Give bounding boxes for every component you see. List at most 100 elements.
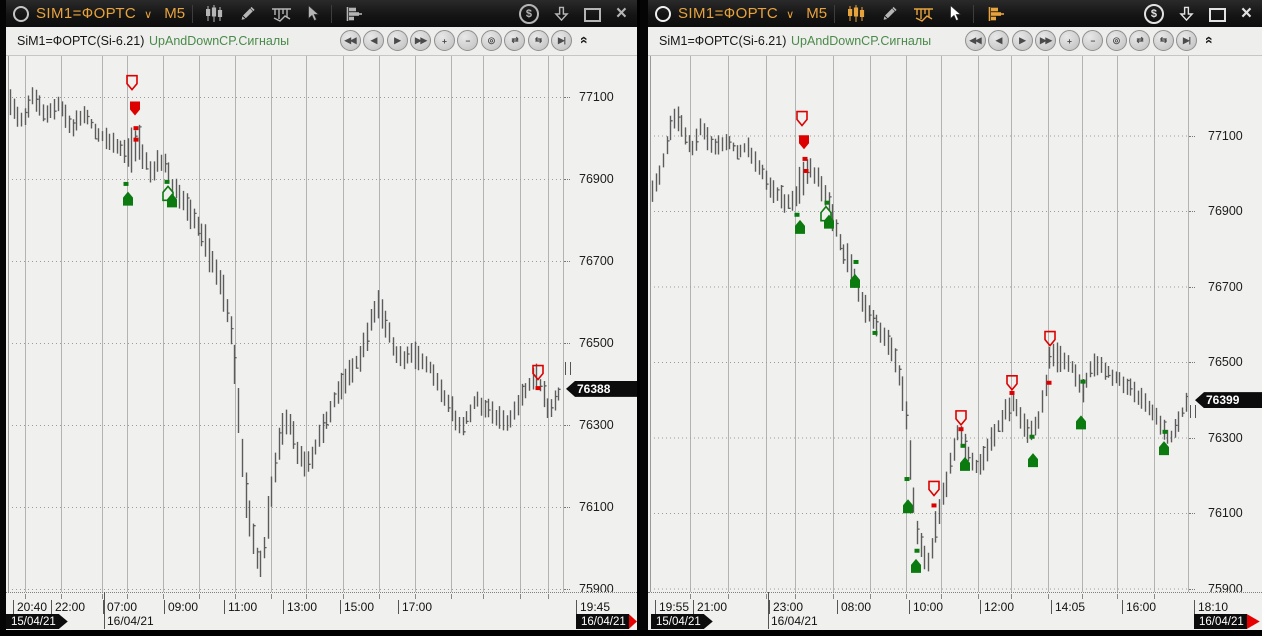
time-tick-mark bbox=[451, 594, 452, 599]
volume-profile-icon[interactable] bbox=[267, 4, 296, 24]
time-tick-mark bbox=[870, 594, 871, 599]
date-range-end-badge: 16/04/21 bbox=[1194, 614, 1262, 629]
time-tick-mark bbox=[548, 594, 549, 599]
instrument-title[interactable]: SIM1=ФОРТС bbox=[36, 5, 137, 22]
time-tick-label: 07:00 bbox=[103, 600, 137, 614]
price-tick-label: 76900 bbox=[579, 172, 614, 186]
time-tick-label: 08:00 bbox=[837, 600, 871, 614]
close-button[interactable]: × bbox=[615, 2, 627, 24]
scroll-left-button[interactable]: ◀ bbox=[363, 30, 384, 51]
price-axis[interactable]: 77100 76900 76700 76500 76300 76100 75900 76388 bbox=[563, 56, 637, 596]
time-tick-mark bbox=[1011, 594, 1012, 599]
zoom-select-button[interactable]: ◎ bbox=[1105, 30, 1127, 51]
cursor-icon[interactable] bbox=[945, 4, 966, 24]
minimize-button[interactable] bbox=[580, 4, 605, 24]
time-tick-mark bbox=[520, 594, 521, 599]
time-axis[interactable]: 20:40 22:00 07:00 09:00 11:00 13:00 15:00 17:00… bbox=[6, 592, 637, 630]
title-bar[interactable]: SIM1=ФОРТС ∨ M5 bbox=[648, 0, 1262, 27]
chart-window-left: SIM1=ФОРТС ∨ M5 bbox=[0, 0, 637, 630]
go-to-end-button[interactable]: ▶| bbox=[551, 30, 572, 51]
price-tick-mark bbox=[1189, 286, 1195, 288]
strategy-label: UpAndDownCP.Сигналы bbox=[791, 34, 932, 48]
price-tick-label: 76300 bbox=[1208, 430, 1243, 445]
zoom-out-button[interactable]: − bbox=[457, 30, 478, 51]
date-label: 16/04/21 bbox=[107, 614, 154, 628]
zoom-select-button[interactable]: ◎ bbox=[480, 30, 502, 51]
scroll-far-left-button[interactable]: ◀◀ bbox=[964, 30, 986, 51]
depth-of-market-icon[interactable] bbox=[981, 4, 1009, 24]
time-tick-label: 21:00 bbox=[693, 600, 727, 614]
price-chart-canvas[interactable] bbox=[8, 56, 563, 592]
instrument-title[interactable]: SIM1=ФОРТС bbox=[678, 5, 779, 22]
download-arrow-icon[interactable] bbox=[550, 4, 573, 24]
pencil-icon[interactable] bbox=[235, 4, 260, 24]
money-icon[interactable]: $ bbox=[515, 3, 543, 24]
price-tick-label: 76100 bbox=[579, 500, 614, 514]
time-tick-mark bbox=[1154, 594, 1155, 599]
time-tick-label: 19:45 bbox=[576, 600, 610, 614]
date-boundary-tick bbox=[768, 592, 769, 629]
timeframe-label[interactable]: M5 bbox=[164, 5, 186, 22]
price-tick-label: 76500 bbox=[1208, 355, 1243, 369]
compress-candles-button[interactable]: ⇆ bbox=[1152, 30, 1174, 51]
forward-arrow-icon[interactable] bbox=[628, 614, 637, 629]
compress-candles-button[interactable]: ⇆ bbox=[527, 30, 549, 51]
time-tick-label: 18:10 bbox=[1194, 600, 1228, 614]
money-icon[interactable]: $ bbox=[1140, 3, 1168, 24]
depth-of-market-icon[interactable] bbox=[339, 4, 367, 24]
pencil-icon[interactable] bbox=[877, 4, 902, 24]
collapse-panel-button[interactable]: « bbox=[1202, 36, 1219, 44]
zoom-in-button[interactable]: + bbox=[1058, 30, 1080, 51]
scroll-far-left-button[interactable]: ◀◀ bbox=[339, 30, 361, 51]
price-tick-label: 76700 bbox=[1208, 279, 1243, 294]
title-bar[interactable]: SIM1=ФОРТС ∨ M5 bbox=[6, 0, 637, 27]
candlestick-chart-icon[interactable] bbox=[842, 4, 870, 24]
time-tick-mark bbox=[306, 594, 307, 599]
price-axis[interactable]: 77100 76900 76700 76500 76300 76100 75900 76399 bbox=[1188, 56, 1262, 596]
time-tick-mark bbox=[379, 594, 380, 599]
scroll-right-button[interactable]: ▶ bbox=[1011, 30, 1033, 51]
price-tick-label: 77100 bbox=[579, 90, 614, 104]
scroll-right-button[interactable]: ▶ bbox=[386, 30, 408, 51]
candlestick-chart-icon[interactable] bbox=[200, 4, 228, 24]
date-label: 16/04/21 bbox=[771, 614, 818, 628]
time-tick-label: 10:00 bbox=[909, 600, 943, 614]
price-tick-mark bbox=[1189, 362, 1195, 363]
time-tick-mark bbox=[271, 594, 272, 599]
download-arrow-icon[interactable] bbox=[1175, 4, 1198, 24]
chevron-down-icon[interactable]: ∨ bbox=[144, 9, 153, 21]
time-tick-mark bbox=[690, 594, 691, 599]
scroll-left-button[interactable]: ◀ bbox=[988, 30, 1009, 51]
price-tick-mark bbox=[564, 261, 570, 262]
time-tick-mark bbox=[1048, 594, 1049, 599]
price-tick-mark bbox=[564, 343, 570, 344]
compress-bars-button[interactable]: ⇄ bbox=[1129, 30, 1150, 51]
dollar-glyph: $ bbox=[525, 7, 532, 20]
axis-scale-handle[interactable] bbox=[1190, 405, 1196, 418]
cursor-icon[interactable] bbox=[303, 4, 324, 24]
forward-arrow-icon[interactable] bbox=[1246, 614, 1260, 629]
price-chart-canvas[interactable] bbox=[650, 56, 1188, 592]
compress-bars-button[interactable]: ⇄ bbox=[504, 30, 525, 51]
scroll-far-right-button[interactable]: ▶▶ bbox=[1035, 30, 1056, 51]
time-tick-label: 16:00 bbox=[1122, 600, 1156, 614]
close-button[interactable]: × bbox=[1240, 2, 1252, 24]
price-tick-mark bbox=[564, 425, 570, 426]
zoom-out-button[interactable]: − bbox=[1082, 30, 1103, 51]
time-tick-mark bbox=[483, 594, 484, 599]
go-to-end-button[interactable]: ▶| bbox=[1176, 30, 1197, 51]
timeframe-label[interactable]: M5 bbox=[806, 5, 828, 22]
zoom-in-button[interactable]: + bbox=[433, 30, 455, 51]
time-tick-mark bbox=[728, 594, 729, 599]
time-tick-label: 15:00 bbox=[340, 600, 374, 614]
collapse-panel-button[interactable]: « bbox=[577, 36, 594, 44]
window-dot-icon bbox=[655, 5, 671, 22]
chevron-down-icon[interactable]: ∨ bbox=[786, 9, 795, 21]
volume-profile-icon[interactable] bbox=[909, 4, 938, 24]
scroll-far-right-button[interactable]: ▶▶ bbox=[410, 30, 431, 51]
time-axis[interactable]: 19:55 21:00 23:00 08:00 10:00 12:00 14:05 16:00… bbox=[648, 592, 1262, 630]
time-tick-label: 19:55 bbox=[655, 600, 689, 614]
separator bbox=[331, 4, 333, 23]
minimize-button[interactable] bbox=[1205, 4, 1230, 24]
axis-scale-handle[interactable] bbox=[565, 362, 571, 375]
